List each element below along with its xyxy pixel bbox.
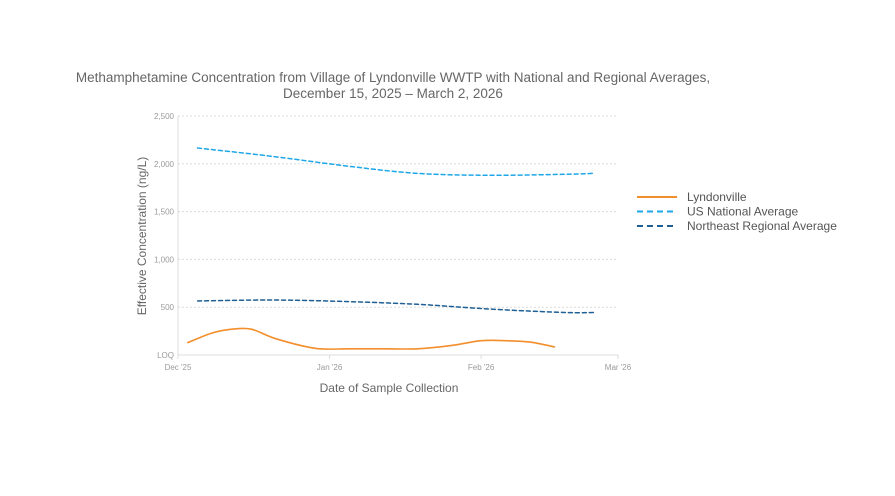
y-tick-label: 500 <box>161 303 175 312</box>
chart-title: Methamphetamine Concentration from Villa… <box>76 70 710 101</box>
x-axis-ticks: Dec '25 Jan '26 Feb '26 Mar '26 <box>165 355 632 372</box>
legend-item-us-national-average[interactable]: US National Average <box>637 205 799 219</box>
y-axis-ticks: LOQ 500 1,000 1,500 2,000 2,500 <box>154 112 175 360</box>
x-tick-label: Feb '26 <box>468 363 495 372</box>
series-line-us-national-average[interactable] <box>196 147 595 177</box>
legend-label: Northeast Regional Average <box>687 219 837 233</box>
axes <box>177 116 618 356</box>
series-layer <box>187 147 595 350</box>
y-tick-label: 2,500 <box>154 112 175 121</box>
legend-item-northeast-regional-average[interactable]: Northeast Regional Average <box>637 219 837 233</box>
legend-item-lyndonville[interactable]: Lyndonville <box>637 190 747 204</box>
legend-label: US National Average <box>687 205 799 219</box>
chart-title-line-1: Methamphetamine Concentration from Villa… <box>76 70 710 85</box>
y-tick-label: 1,000 <box>154 255 175 264</box>
x-tick-label: Dec '25 <box>165 363 192 372</box>
y-tick-label: LOQ <box>157 351 174 360</box>
series-line-lyndonville[interactable] <box>187 327 556 350</box>
grid <box>178 115 618 308</box>
y-tick-label: 1,500 <box>154 208 175 217</box>
legend-label: Lyndonville <box>687 190 747 204</box>
series-line-northeast-regional-average[interactable] <box>196 299 595 314</box>
x-tick-label: Mar '26 <box>605 363 632 372</box>
y-tick-label: 2,000 <box>154 160 175 169</box>
chart-title-line-2: December 15, 2025 – March 2, 2026 <box>283 86 503 101</box>
x-tick-label: Jan '26 <box>317 363 343 372</box>
y-axis-title: Effective Concentration (ng/L) <box>135 157 149 316</box>
x-axis-title: Date of Sample Collection <box>320 381 459 395</box>
